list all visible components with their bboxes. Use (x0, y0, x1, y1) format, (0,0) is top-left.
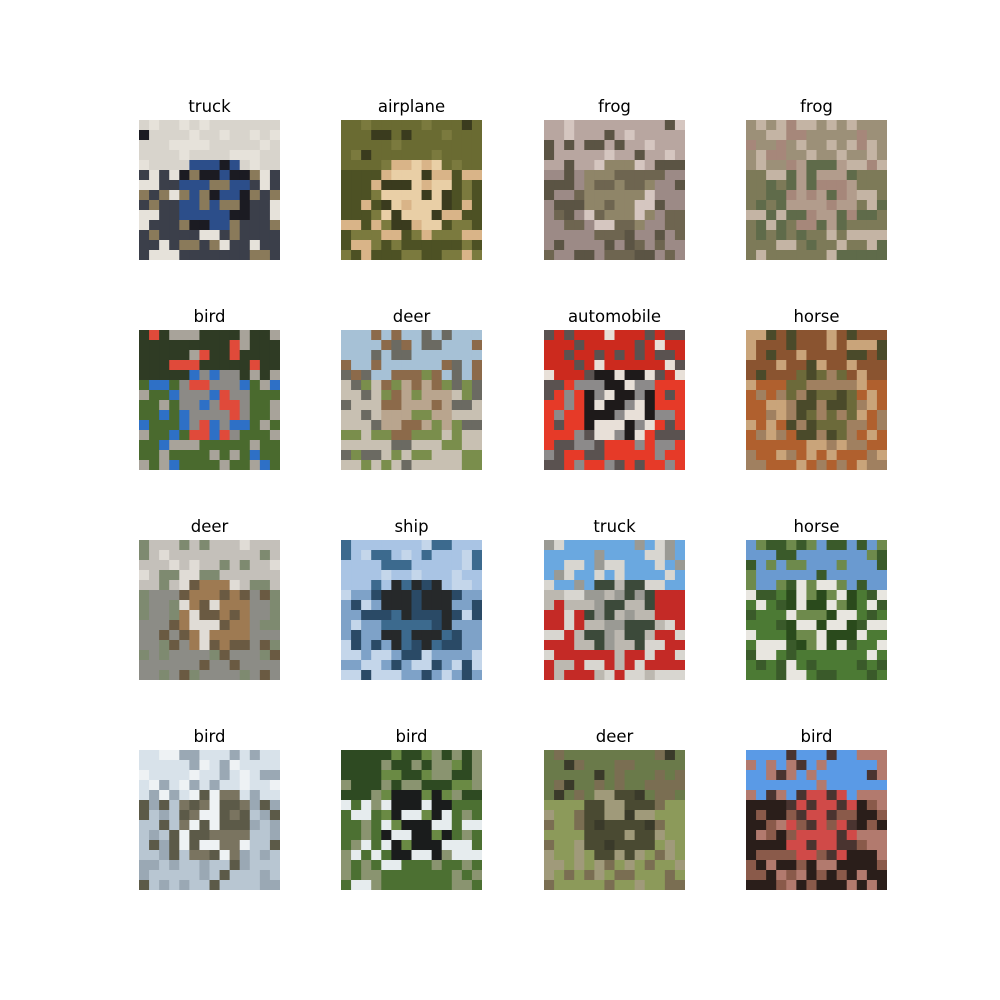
image-label: truck (188, 97, 231, 116)
image-label: horse (793, 307, 840, 326)
image-cell: frog (746, 96, 887, 266)
image-label: automobile (567, 307, 662, 326)
image-cell: bird (139, 726, 280, 896)
image-label: deer (595, 727, 634, 746)
horse-photo (746, 540, 887, 680)
image-label: bird (800, 727, 833, 746)
frog-photo (544, 120, 685, 260)
deer-photo (139, 540, 280, 680)
image-cell: ship (341, 516, 482, 686)
bird-photo (139, 750, 280, 890)
image-cell: airplane (341, 96, 482, 266)
image-label: airplane (377, 97, 446, 116)
image-label: bird (395, 727, 428, 746)
image-cell: deer (139, 516, 280, 686)
bird-photo (746, 750, 887, 890)
automobile-photo (544, 330, 685, 470)
image-label: deer (392, 307, 431, 326)
image-label: bird (193, 307, 226, 326)
image-label: horse (793, 517, 840, 536)
image-cell: automobile (544, 306, 685, 476)
image-cell: bird (139, 306, 280, 476)
bird-photo (341, 750, 482, 890)
image-cell: deer (341, 306, 482, 476)
bird-photo (139, 330, 280, 470)
image-cell: bird (341, 726, 482, 896)
horse-photo (746, 330, 887, 470)
image-cell: bird (746, 726, 887, 896)
ship-photo (341, 540, 482, 680)
image-cell: horse (746, 306, 887, 476)
truck-photo (139, 120, 280, 260)
image-label: frog (800, 97, 833, 116)
image-label: bird (193, 727, 226, 746)
image-cell: horse (746, 516, 887, 686)
image-cell: frog (544, 96, 685, 266)
frog-photo (746, 120, 887, 260)
deer-photo (544, 750, 685, 890)
image-cell: truck (139, 96, 280, 266)
image-label: frog (598, 97, 631, 116)
image-label: truck (593, 517, 636, 536)
deer-photo (341, 330, 482, 470)
image-cell: deer (544, 726, 685, 896)
image-cell: truck (544, 516, 685, 686)
truck-photo (544, 540, 685, 680)
image-label: deer (190, 517, 229, 536)
image-label: ship (394, 517, 429, 536)
airplane-photo (341, 120, 482, 260)
